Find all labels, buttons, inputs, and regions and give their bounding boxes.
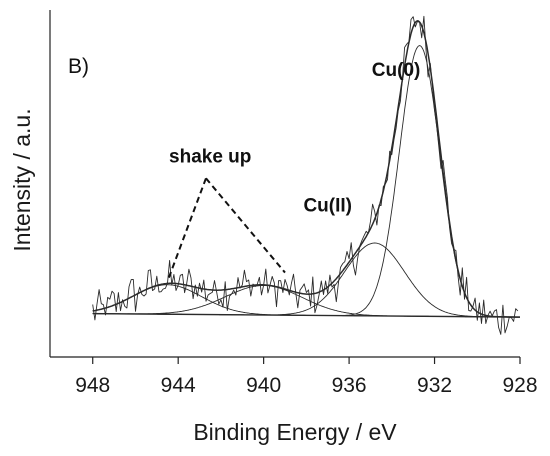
x-tick-label-944: 944 [161, 374, 196, 397]
x-tick-label-936: 936 [332, 374, 367, 397]
x-tick-label-928: 928 [502, 374, 537, 397]
x-ticks: 948 944 940 936 932 928 [75, 357, 538, 397]
annotation-cu-0-: Cu(0) [372, 60, 421, 81]
x-tick-label-948: 948 [75, 374, 110, 397]
shake-up-pointer-2 [205, 177, 286, 274]
x-tick-label-932: 932 [417, 374, 452, 397]
annotation-cu-ii-: Cu(II) [303, 195, 352, 216]
panel-label: B) [68, 55, 89, 78]
x-axis-title: Binding Energy / eV [193, 419, 397, 445]
envelope-fit-line [92, 20, 520, 318]
component-shake1-line [92, 284, 520, 318]
shake-up-pointer-1 [166, 177, 207, 282]
raw-spectrum-line [92, 15, 519, 335]
curves [92, 15, 521, 335]
x-tick-label-940: 940 [246, 374, 281, 397]
annotations: Cu(0) Cu(II) shake up [166, 60, 421, 282]
component-shake2-line [92, 285, 520, 318]
component-cu2-line [92, 242, 520, 318]
annotation-shake-up: shake up [169, 147, 251, 168]
y-axis-title: Intensity / a.u. [9, 108, 35, 251]
axes: 948 944 940 936 932 928 [49, 10, 538, 397]
